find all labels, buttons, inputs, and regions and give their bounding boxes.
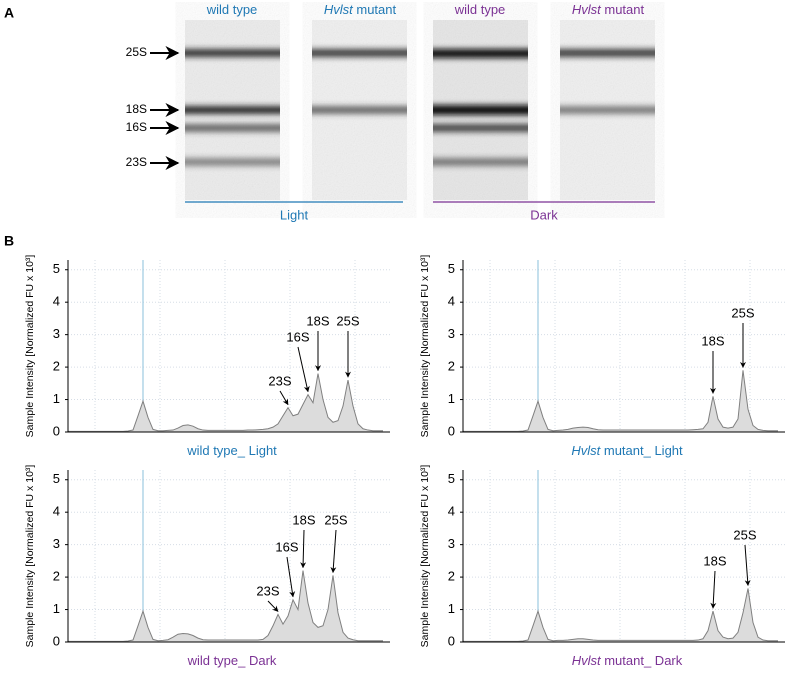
line (463, 370, 778, 432)
lane (433, 20, 528, 200)
group-label: Light (280, 207, 309, 222)
y-axis-label: Sample Intensity [Normalized FU x 10³] (419, 465, 431, 648)
lane-header: Hvlst mutant (572, 2, 645, 17)
y-tick-label: 5 (53, 471, 60, 486)
y-tick-label: 3 (448, 536, 455, 551)
annotation: 25S (324, 512, 347, 527)
chart-title: Hvlst mutant_ Dark (572, 653, 683, 668)
annotation: 25S (733, 527, 756, 542)
annotation: 18S (306, 313, 329, 328)
text-part: mutant_ Dark (601, 653, 683, 668)
y-tick-label: 0 (448, 633, 455, 648)
y-axis-label: Sample Intensity [Normalized FU x 10³] (419, 255, 431, 438)
lane-header: wild type (454, 2, 506, 17)
y-tick-label: 1 (53, 601, 60, 616)
text-part: wild type_ Light (186, 443, 277, 458)
chart-title: wild type_ Dark (187, 653, 277, 668)
chart-title: wild type_ Light (186, 443, 277, 458)
annotation: 18S (701, 333, 724, 348)
annotation: 16S (286, 329, 309, 344)
text-part: Hvlst (572, 2, 602, 17)
annotation: 18S (292, 512, 315, 527)
line (68, 373, 383, 432)
annotation-arrow (286, 556, 296, 598)
annotation: 25S (731, 305, 754, 320)
y-axis-label: Sample Intensity [Normalized FU x 10³] (24, 255, 36, 438)
panel-label: B (4, 233, 14, 249)
group-label: Dark (530, 207, 558, 222)
band-label: 23S (126, 155, 147, 169)
y-tick-label: 1 (448, 391, 455, 406)
y-tick-label: 0 (53, 633, 60, 648)
y-tick-label: 4 (448, 294, 455, 309)
text-part: Hvlst (572, 653, 602, 668)
annotation-arrow (330, 529, 337, 574)
annotation-arrow (297, 346, 310, 393)
annotation: 25S (336, 313, 359, 328)
annotation: 18S (703, 553, 726, 568)
annotation-arrow (744, 544, 751, 587)
text-part: mutant_ Light (600, 443, 683, 458)
band-label: 16S (126, 120, 147, 134)
lane (560, 20, 655, 200)
y-tick-label: 4 (53, 294, 60, 309)
area (463, 370, 778, 432)
y-tick-label: 3 (448, 326, 455, 341)
y-tick-label: 5 (53, 261, 60, 276)
y-tick-label: 2 (448, 359, 455, 374)
text-part: wild type (454, 2, 506, 17)
annotation-arrow (300, 529, 307, 569)
y-tick-label: 2 (448, 569, 455, 584)
y-tick-label: 5 (448, 261, 455, 276)
line (68, 570, 383, 642)
y-tick-label: 4 (53, 504, 60, 519)
lane-header: Hvlst mutant (324, 2, 397, 17)
annotation-arrow (267, 600, 279, 612)
band-label: 25S (126, 45, 147, 59)
area (463, 588, 778, 642)
y-tick-label: 1 (53, 391, 60, 406)
band-label: 18S (126, 102, 147, 116)
annotation: 16S (275, 539, 298, 554)
lane (185, 20, 280, 200)
chart-title: Hvlst mutant_ Light (571, 443, 683, 458)
y-tick-label: 2 (53, 569, 60, 584)
y-tick-label: 3 (53, 536, 60, 551)
gel (150, 20, 655, 203)
y-tick-label: 1 (448, 601, 455, 616)
y-tick-label: 0 (448, 423, 455, 438)
panel-label: A (4, 5, 14, 21)
y-tick-label: 0 (53, 423, 60, 438)
area (68, 373, 383, 432)
text-part: Hvlst (324, 2, 354, 17)
line (463, 588, 778, 642)
annotation-arrow (279, 390, 289, 406)
annotation: 23S (256, 583, 279, 598)
band-arrows (150, 46, 180, 170)
text-part: Hvlst (571, 443, 601, 458)
annotation: 23S (268, 373, 291, 388)
y-tick-label: 2 (53, 359, 60, 374)
lane-header: wild type (206, 2, 258, 17)
text-part: mutant (353, 2, 397, 17)
annotation-arrow (710, 570, 717, 609)
lane (312, 20, 407, 200)
text-part: wild type (206, 2, 258, 17)
y-axis-label: Sample Intensity [Normalized FU x 10³] (24, 465, 36, 648)
y-tick-label: 3 (53, 326, 60, 341)
text-part: wild type_ Dark (187, 653, 277, 668)
y-tick-label: 4 (448, 504, 455, 519)
text-part: mutant (601, 2, 645, 17)
y-tick-label: 5 (448, 471, 455, 486)
